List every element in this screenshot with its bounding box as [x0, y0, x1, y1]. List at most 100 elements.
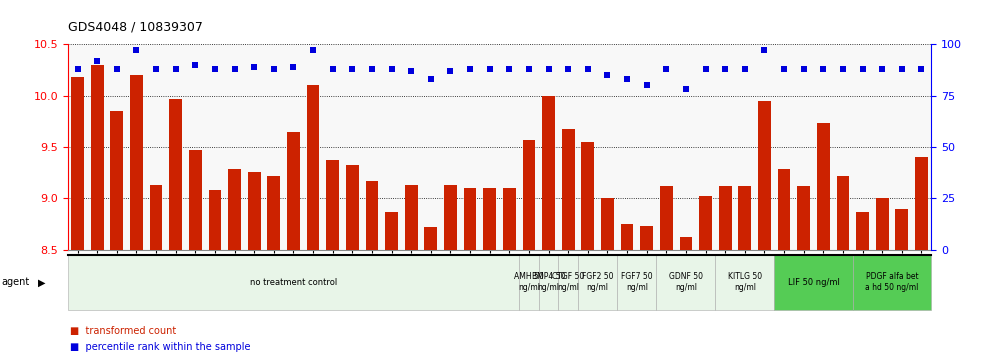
- Text: AMH 50
ng/ml: AMH 50 ng/ml: [514, 272, 544, 292]
- Bar: [778, 170, 791, 250]
- Bar: [307, 85, 320, 250]
- Bar: [798, 186, 810, 250]
- Bar: [853, 255, 931, 310]
- Point: [855, 66, 871, 72]
- Bar: [111, 111, 124, 250]
- Bar: [503, 188, 516, 250]
- Point: [796, 66, 812, 72]
- Bar: [385, 212, 398, 250]
- Bar: [71, 77, 84, 250]
- Bar: [68, 255, 519, 310]
- Point: [521, 66, 537, 72]
- Point: [442, 68, 458, 74]
- Point: [325, 66, 341, 72]
- Point: [580, 66, 596, 72]
- Bar: [562, 130, 575, 250]
- Point: [246, 64, 262, 70]
- Point: [717, 66, 733, 72]
- Text: no treatment control: no treatment control: [250, 278, 337, 287]
- Point: [403, 68, 419, 74]
- Point: [658, 66, 674, 72]
- Point: [70, 66, 86, 72]
- Text: FGF2 50
ng/ml: FGF2 50 ng/ml: [582, 272, 614, 292]
- Bar: [618, 255, 656, 310]
- Point: [423, 76, 439, 82]
- Bar: [857, 212, 869, 250]
- Bar: [483, 188, 496, 250]
- Bar: [582, 142, 595, 250]
- Bar: [189, 150, 201, 250]
- Point: [187, 62, 203, 68]
- Point: [737, 66, 753, 72]
- Bar: [444, 185, 457, 250]
- Bar: [169, 99, 182, 250]
- Point: [835, 66, 851, 72]
- Point: [90, 58, 106, 63]
- Bar: [267, 176, 280, 250]
- Point: [874, 66, 890, 72]
- Bar: [519, 255, 539, 310]
- Point: [266, 66, 282, 72]
- Text: ■  transformed count: ■ transformed count: [70, 326, 176, 336]
- Bar: [656, 255, 715, 310]
- Bar: [660, 186, 672, 250]
- Text: KITLG 50
ng/ml: KITLG 50 ng/ml: [728, 272, 762, 292]
- Bar: [715, 255, 774, 310]
- Text: agent: agent: [1, 277, 29, 287]
- Bar: [679, 237, 692, 250]
- Point: [893, 66, 909, 72]
- Text: FGF7 50
ng/ml: FGF7 50 ng/ml: [622, 272, 652, 292]
- Bar: [464, 188, 476, 250]
- Point: [482, 66, 498, 72]
- Point: [678, 87, 694, 92]
- Bar: [559, 255, 578, 310]
- Bar: [817, 123, 830, 250]
- Bar: [539, 255, 559, 310]
- Text: GDNF 50
ng/ml: GDNF 50 ng/ml: [669, 272, 703, 292]
- Point: [697, 66, 713, 72]
- Text: CTGF 50
ng/ml: CTGF 50 ng/ml: [552, 272, 585, 292]
- Point: [207, 66, 223, 72]
- Bar: [149, 185, 162, 250]
- Text: LIF 50 ng/ml: LIF 50 ng/ml: [788, 278, 840, 287]
- Bar: [774, 255, 853, 310]
- Point: [345, 66, 361, 72]
- Point: [757, 47, 773, 53]
- Point: [913, 66, 929, 72]
- Point: [560, 66, 576, 72]
- Point: [383, 66, 399, 72]
- Text: ■  percentile rank within the sample: ■ percentile rank within the sample: [70, 342, 250, 352]
- Bar: [130, 75, 142, 250]
- Bar: [424, 227, 437, 250]
- Point: [600, 72, 616, 78]
- Bar: [346, 165, 359, 250]
- Bar: [699, 196, 712, 250]
- Bar: [578, 255, 618, 310]
- Bar: [327, 160, 339, 250]
- Point: [462, 66, 478, 72]
- Bar: [366, 181, 378, 250]
- Text: PDGF alfa bet
a hd 50 ng/ml: PDGF alfa bet a hd 50 ng/ml: [866, 272, 918, 292]
- Bar: [542, 96, 555, 250]
- Bar: [875, 198, 888, 250]
- Bar: [837, 176, 850, 250]
- Bar: [738, 186, 751, 250]
- Point: [364, 66, 379, 72]
- Bar: [621, 224, 633, 250]
- Bar: [228, 170, 241, 250]
- Point: [638, 82, 654, 88]
- Point: [776, 66, 792, 72]
- Bar: [640, 226, 653, 250]
- Bar: [895, 209, 908, 250]
- Bar: [719, 186, 732, 250]
- Bar: [91, 65, 104, 250]
- Bar: [915, 157, 928, 250]
- Bar: [208, 190, 221, 250]
- Text: BMP4 50
ng/ml: BMP4 50 ng/ml: [532, 272, 566, 292]
- Bar: [248, 172, 261, 250]
- Point: [167, 66, 183, 72]
- Bar: [404, 185, 417, 250]
- Point: [305, 47, 321, 53]
- Point: [620, 76, 635, 82]
- Point: [501, 66, 517, 72]
